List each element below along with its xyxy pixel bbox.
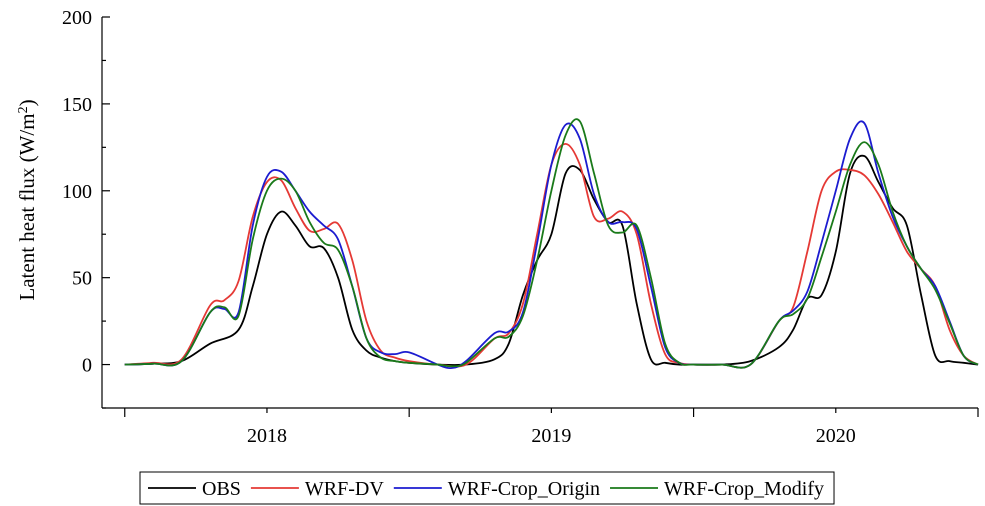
y-tick-label: 100 <box>62 181 92 203</box>
series-line-wrf-dv <box>124 142 979 369</box>
x-tick-label: 2019 <box>531 425 571 447</box>
y-tick-label: 200 <box>62 7 92 29</box>
y-tick-label: 50 <box>72 268 92 290</box>
legend-item: OBS <box>148 478 241 500</box>
axes <box>101 17 978 409</box>
plot-lines <box>124 118 979 370</box>
series-line-obs <box>124 154 979 366</box>
y-axis-title-main: Latent heat flux (W/m <box>15 113 39 300</box>
y-axis-title-superscript: 2 <box>16 106 31 113</box>
legend-label: OBS <box>202 478 241 500</box>
y-axis-title: Latent heat flux (W/m2) <box>15 99 39 300</box>
legend-item: WRF-Crop_Origin <box>393 478 600 500</box>
y-tick-label: 0 <box>82 355 92 377</box>
y-tick-label: 150 <box>62 94 92 116</box>
x-axis-ticks: 2018 2019 2020 <box>124 408 979 447</box>
series-line-wrf-crop-origin <box>124 120 979 370</box>
legend-label: WRF-DV <box>305 478 384 500</box>
series-line-wrf-crop-modify <box>124 118 979 369</box>
y-axis-ticks: 0 50 100 150 200 <box>62 7 110 409</box>
legend: OBS WRF-DV WRF-Crop_Origin WRF-Crop_Modify <box>139 471 835 505</box>
legend-label: WRF-Crop_Modify <box>664 478 824 500</box>
legend-item: WRF-DV <box>250 478 384 500</box>
legend-item: WRF-Crop_Modify <box>610 478 824 500</box>
y-axis-title-close: ) <box>15 99 39 106</box>
x-tick-label: 2020 <box>816 425 856 447</box>
legend-label: WRF-Crop_Origin <box>448 478 600 500</box>
x-tick-label: 2018 <box>247 425 287 447</box>
